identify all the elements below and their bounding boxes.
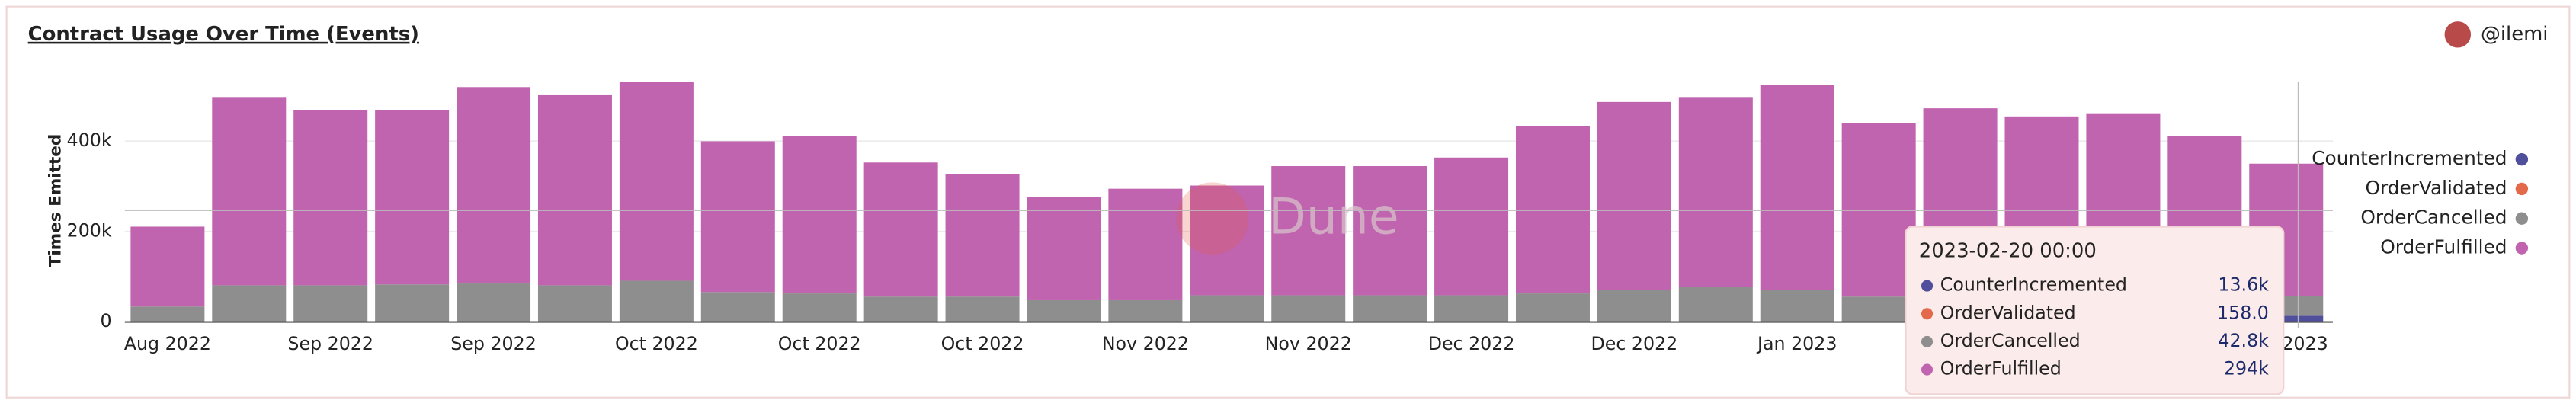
tooltip-value: 13.6k [2218, 274, 2269, 296]
bar-segment [1434, 295, 1509, 322]
tooltip-value: 158.0 [2217, 302, 2269, 323]
bar-segment [1027, 299, 1101, 322]
x-tick-label: Dec 2022 [1591, 333, 1678, 354]
tooltip-label: OrderValidated [1940, 302, 2076, 323]
bar-segment [782, 136, 857, 294]
bar-segment [375, 284, 450, 322]
bar-segment [1108, 299, 1183, 322]
tooltip-swatch [1921, 280, 1934, 292]
tooltip-swatch [1921, 308, 1934, 320]
y-tick-label: 200k [67, 219, 112, 241]
legend-label: OrderValidated [2366, 177, 2507, 199]
x-tick-label: Oct 2022 [778, 333, 861, 354]
bar-segment [1678, 97, 1753, 287]
bar-segment [1353, 166, 1427, 296]
tooltip-value: 294k [2224, 358, 2269, 379]
chart-title: Contract Usage Over Time (Events) [28, 23, 419, 46]
x-tick-label: Nov 2022 [1265, 333, 1352, 354]
bar-segment [293, 285, 368, 322]
bar-segment [537, 285, 612, 322]
bar-segment [212, 285, 287, 322]
x-tick-label: Aug 2022 [124, 333, 211, 354]
bar-segment [1434, 157, 1509, 296]
bar-segment [1597, 290, 1671, 322]
x-tick-label: Nov 2022 [1102, 333, 1189, 354]
tooltip-label: CounterIncremented [1940, 274, 2127, 296]
tooltip-swatch [1921, 335, 1934, 347]
tooltip-title: 2023-02-20 00:00 [1919, 239, 2097, 262]
tooltip-value: 42.8k [2218, 330, 2269, 351]
bar-segment [945, 296, 1020, 322]
bar-segment [375, 110, 450, 285]
x-tick-label: Sep 2022 [450, 333, 537, 354]
tooltip-swatch [1921, 363, 1934, 376]
bar-segment [1190, 295, 1264, 322]
bar-segment [782, 293, 857, 322]
bar-segment [945, 174, 1020, 297]
bar-segment [1190, 185, 1264, 296]
bar-segment [1760, 290, 1834, 322]
tooltip-label: OrderCancelled [1940, 330, 2081, 351]
x-tick-label: Oct 2022 [941, 333, 1024, 354]
bar-segment [863, 162, 938, 297]
bar-segment [1678, 287, 1753, 322]
legend-swatch [2515, 182, 2529, 196]
bar-segment [1760, 85, 1834, 290]
legend-swatch [2515, 242, 2529, 255]
x-tick-label: Oct 2022 [615, 333, 698, 354]
bar-segment [457, 87, 531, 284]
bar-segment [700, 141, 775, 293]
bar-segment [700, 292, 775, 322]
author-avatar [2444, 21, 2472, 48]
y-axis-label: Times Emitted [46, 134, 65, 267]
bar-segment [1108, 188, 1183, 300]
legend-label: OrderFulfilled [2380, 236, 2507, 258]
x-tick-label: Jan 2023 [1756, 333, 1837, 354]
bar-segment [1353, 295, 1427, 322]
bar-segment [863, 296, 938, 322]
bar-segment [537, 94, 612, 286]
author: @ilemi [2481, 23, 2549, 46]
legend-swatch [2515, 152, 2529, 166]
bar-segment [1271, 295, 1346, 322]
bar-segment [457, 283, 531, 322]
bar-segment [1841, 296, 1916, 322]
y-tick-label: 400k [67, 130, 112, 151]
bar-segment [1515, 293, 1590, 322]
y-tick-label: 0 [100, 310, 111, 331]
bar-segment [212, 97, 287, 286]
legend-label: CounterIncremented [2312, 147, 2507, 169]
watermark: Dune [1268, 188, 1399, 245]
bar-segment [2249, 315, 2324, 322]
tooltip-box [1905, 226, 2285, 395]
bar-segment [130, 226, 205, 307]
x-tick-label: Dec 2022 [1428, 333, 1515, 354]
legend-swatch [2515, 212, 2529, 225]
bar-segment [619, 82, 694, 281]
bar-segment [1271, 166, 1346, 296]
bar-segment [293, 110, 368, 286]
watermark-logo [1176, 182, 1249, 255]
bar-segment [1027, 197, 1101, 300]
bar-segment [130, 306, 205, 322]
bar-segment [1597, 101, 1671, 290]
x-tick-label: Sep 2022 [287, 333, 373, 354]
tooltip-label: OrderFulfilled [1940, 358, 2062, 379]
legend-label: OrderCancelled [2360, 206, 2507, 229]
bar-segment [619, 280, 694, 322]
